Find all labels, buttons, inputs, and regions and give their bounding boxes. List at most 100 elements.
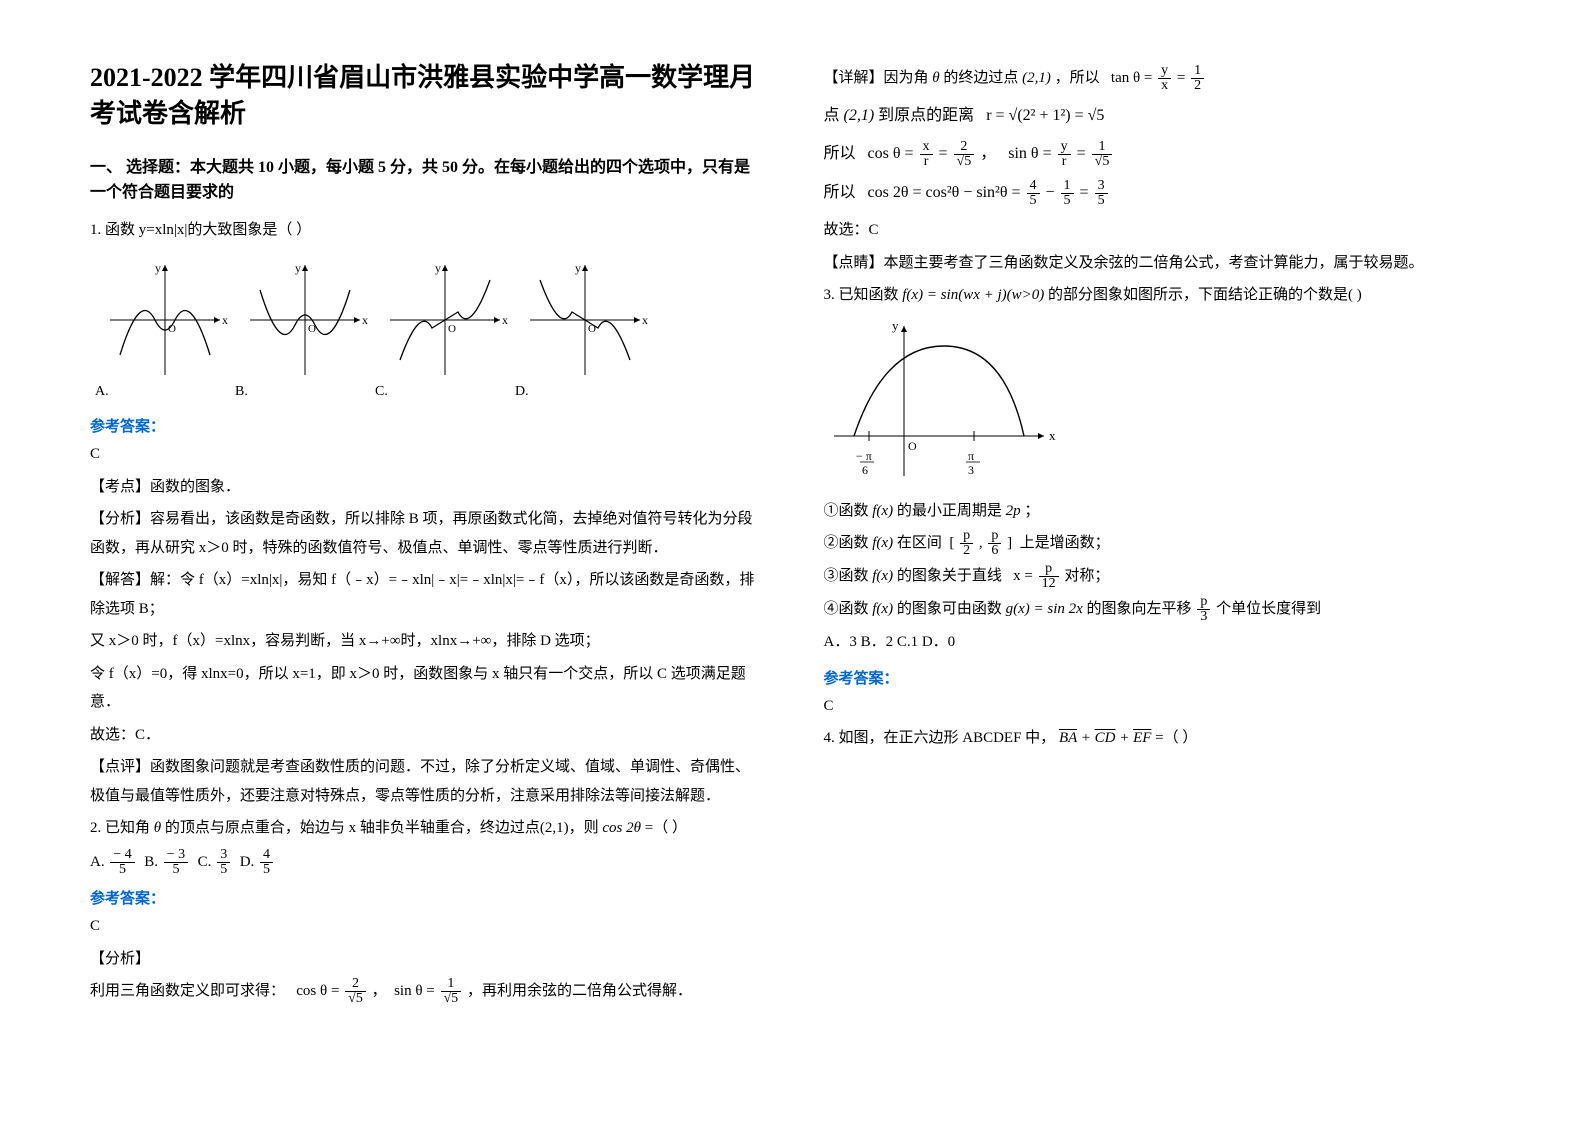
q3-fx: f(x) = sin(wx + j)(w>0) — [902, 287, 1048, 303]
q2-detail-mid: 的终边过点 — [943, 70, 1018, 86]
q3-s3-mid: 的图象关于直线 — [897, 568, 1002, 584]
q1-analysis: 【分析】容易看出，该函数是奇函数，所以排除 B 项，再原函数式化简，去掉绝对值符… — [90, 505, 764, 562]
q3-s1-suffix: 的最小正周期是 — [897, 503, 1002, 519]
q3-statement3: ③函数 f(x) 的图象关于直线 x = p12 对称； — [824, 562, 1498, 591]
q3-stem-prefix: 3. 已知函数 — [824, 287, 899, 303]
q2-cos2-line: 所以 cos 2θ = cos²θ − sin²θ = 45 − 15 = 35 — [824, 178, 1498, 208]
q3-s3-prefix: ③函数 — [824, 568, 869, 584]
q1-solve1: 【解答】解：令 f（x）=xln|x|，易知 f（﹣x）=﹣xln|﹣x|=﹣x… — [90, 566, 764, 623]
q2-so: 所以 — [824, 145, 856, 162]
q1-stem: 1. 函数 y=xln|x|的大致图象是（ ） — [90, 216, 764, 245]
q1-answer-label: 参考答案： — [90, 415, 764, 436]
svg-text:O: O — [448, 323, 456, 335]
svg-text:π: π — [968, 449, 974, 463]
left-column: 2021-2022 学年四川省眉山市洪雅县实验中学高一数学理月考试卷含解析 一、… — [90, 60, 764, 1010]
svg-text:y: y — [435, 261, 441, 275]
svg-text:y: y — [575, 261, 581, 275]
svg-text:3: 3 — [968, 463, 974, 477]
svg-text:y: y — [155, 261, 161, 275]
exam-title: 2021-2022 学年四川省眉山市洪雅县实验中学高一数学理月考试卷含解析 — [90, 60, 764, 133]
svg-text:O: O — [908, 439, 917, 453]
q2-stem-prefix: 2. 已知角 — [90, 820, 150, 836]
q3-s2-mid: 在区间 — [897, 535, 942, 551]
svg-text:x: x — [642, 313, 648, 327]
vector-sum: BA + CD + EF — [1059, 730, 1155, 746]
q3-s3-suffix: 对称； — [1064, 568, 1109, 584]
svg-text:− π: − π — [856, 449, 872, 463]
q2-conclude: 故选：C — [824, 216, 1498, 245]
point-21b: (2,1) — [844, 107, 879, 124]
q4-stem-text: 4. 如图，在正六边形 ABCDEF 中， — [824, 730, 1056, 746]
q3-statement4: ④函数 f(x) 的图象可由函数 g(x) = sin 2x 的图象向左平移 p… — [824, 595, 1498, 624]
q2-detail-label: 【详解】因为角 — [824, 70, 929, 86]
q2-cos-sin-line: 所以 cos θ = xr = 2√5 ， sin θ = yr = 1√5 — [824, 139, 1498, 169]
q2-choices: A. − 45 B. − 35 C. 35 D. 45 — [90, 847, 764, 877]
q1-answer: C — [90, 440, 764, 469]
q2-stem-suffix: =（ ） — [645, 820, 687, 836]
theta-symbol-2: θ — [932, 70, 943, 86]
q3-answer-label: 参考答案： — [824, 667, 1498, 688]
q3-choices: A．3 B．2 C.1 D．0 — [824, 628, 1498, 657]
svg-text:y: y — [295, 261, 301, 275]
q3-fx-3: f(x) — [872, 568, 897, 584]
q2-comment: 【点睛】本题主要考查了三角函数定义及余弦的二倍角公式，考查计算能力，属于较易题。 — [824, 249, 1498, 278]
q3-answer: C — [824, 692, 1498, 721]
q2-r-mid: 到原点的距离 — [878, 107, 974, 124]
choice-c-label: C. — [375, 384, 388, 399]
q2-detail-tail: ，所以 — [1055, 70, 1100, 86]
q2-analysis-line: 利用三角函数定义即可求得： cos θ = 2√5 ， sin θ = 1√5 … — [90, 977, 764, 1006]
q2-analysis-label: 【分析】 — [90, 945, 764, 974]
point-21: (2,1) — [1022, 70, 1055, 86]
q3-s4-tail: 的图象向左平移 — [1087, 601, 1192, 617]
q3-stem-mid: 的部分图象如图所示，下面结论正确的个数是( ) — [1048, 287, 1362, 303]
choice-a-label: A. — [95, 384, 109, 399]
q3-fx-1: f(x) — [872, 503, 897, 519]
svg-text:6: 6 — [862, 463, 868, 477]
q4-tail: =（ ） — [1155, 730, 1197, 746]
q3-s4-mid: 的图象可由函数 — [897, 601, 1002, 617]
svg-text:x: x — [222, 313, 228, 327]
right-column: 【详解】因为角 θ 的终边过点 (2,1) ，所以 tan θ = yx = 1… — [824, 60, 1498, 1010]
q1-graph-choices: x y O A. x y O B. — [90, 250, 764, 405]
q3-s4-prefix: ④函数 — [824, 601, 869, 617]
q3-gx: g(x) = sin 2x — [1006, 601, 1087, 617]
q2-detail-line1: 【详解】因为角 θ 的终边过点 (2,1) ，所以 tan θ = yx = 1… — [824, 64, 1498, 93]
choice-b-label: B. — [235, 384, 248, 399]
q1-solve2: 又 x＞0 时，f（x）=xlnx，容易判断，当 x→+∞时，xlnx→+∞，排… — [90, 627, 764, 656]
theta-symbol: θ — [154, 820, 165, 836]
q1-comment: 【点评】函数图象问题就是考查函数性质的问题．不过，除了分析定义域、值域、单调性、… — [90, 753, 764, 810]
page: 2021-2022 学年四川省眉山市洪雅县实验中学高一数学理月考试卷含解析 一、… — [0, 0, 1587, 1070]
q3-fx-2: f(x) — [872, 535, 897, 551]
q2-answer: C — [90, 912, 764, 941]
svg-text:x: x — [362, 313, 368, 327]
q1-solve4: 故选：C． — [90, 721, 764, 750]
q3-fx-4: f(x) — [872, 601, 897, 617]
cos2theta: cos 2θ — [602, 820, 644, 836]
q3-s2-prefix: ②函数 — [824, 535, 869, 551]
interval-icon: [ p2 , p6 ] — [946, 535, 1020, 551]
q2-stem: 2. 已知角 θ 的顶点与原点重合，始边与 x 轴非负半轴重合，终边过点(2,1… — [90, 814, 764, 843]
q2-r-line: 点 (2,1) 到原点的距离 r = √(2² + 1²) = √5 — [824, 101, 1498, 131]
svg-text:x: x — [502, 313, 508, 327]
q2-analysis-text: 利用三角函数定义即可求得： — [90, 983, 285, 999]
q3-graph: x y O − π 6 π 3 — [824, 316, 1498, 491]
q1-solve3: 令 f（x）=0，得 xlnx=0，所以 x=1，即 x＞0 时，函数图象与 x… — [90, 660, 764, 717]
q3-s2-suffix: 上是增函数； — [1020, 535, 1110, 551]
q3-statement2: ②函数 f(x) 在区间 [ p2 , p6 ] 上是增函数； — [824, 529, 1498, 558]
q4-stem: 4. 如图，在正六边形 ABCDEF 中， BA + CD + EF =（ ） — [824, 724, 1498, 753]
q2-answer-label: 参考答案： — [90, 887, 764, 908]
q3-stem: 3. 已知函数 f(x) = sin(wx + j)(w>0) 的部分图象如图所… — [824, 281, 1498, 310]
svg-text:y: y — [892, 318, 899, 333]
q2-r-prefix: 点 — [824, 107, 840, 124]
q2-analysis-tail: ，再利用余弦的二倍角公式得解． — [467, 983, 692, 999]
choice-d-label: D. — [515, 384, 529, 399]
q3-period: 2p — [1006, 503, 1025, 519]
q3-s1-prefix: ①函数 — [824, 503, 869, 519]
svg-text:x: x — [1049, 428, 1056, 443]
q3-statement1: ①函数 f(x) 的最小正周期是 2p ； — [824, 497, 1498, 526]
q2-so2: 所以 — [824, 184, 856, 201]
q1-point: 【考点】函数的图象． — [90, 473, 764, 502]
q3-s4-end: 个单位长度得到 — [1216, 601, 1321, 617]
section-1-heading: 一、 选择题：本大题共 10 小题，每小题 5 分，共 50 分。在每小题给出的… — [90, 155, 764, 206]
q2-stem-mid: 的顶点与原点重合，始边与 x 轴非负半轴重合，终边过点(2,1)，则 — [165, 820, 599, 836]
